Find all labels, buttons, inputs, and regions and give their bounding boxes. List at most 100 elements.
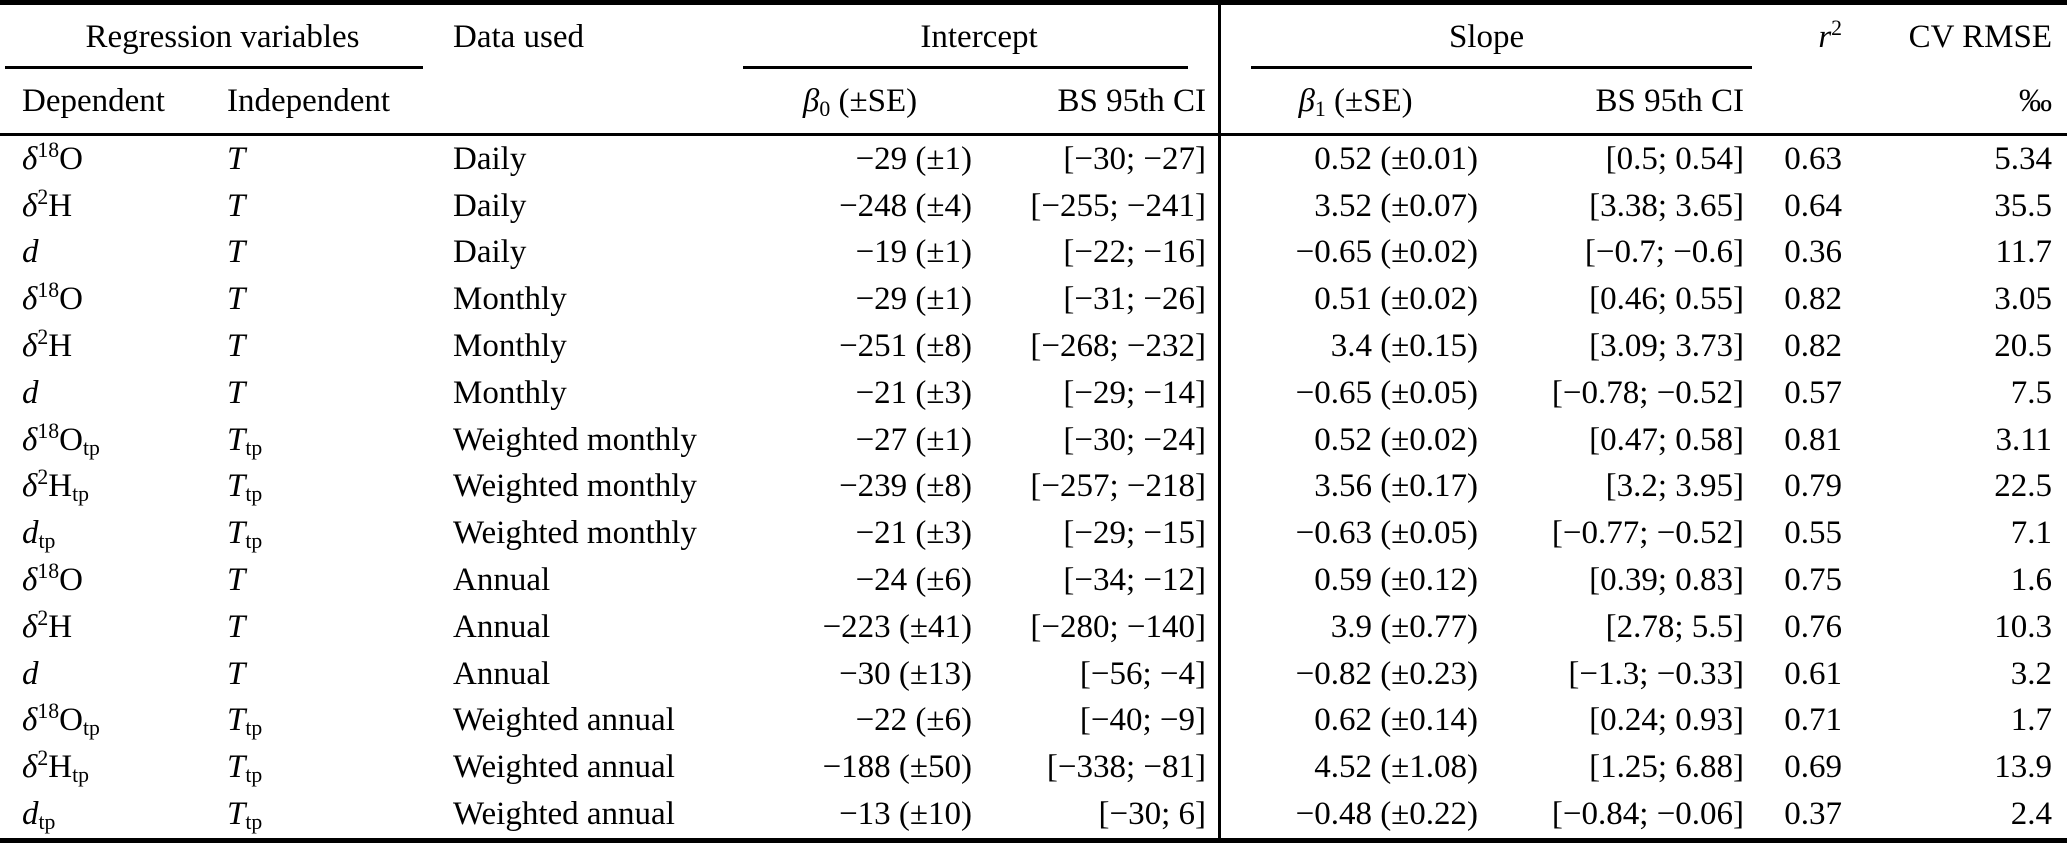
table-cell: 2.4: [2010, 796, 2053, 833]
table-cell: −0.65 (±0.02): [1218, 229, 1490, 277]
table-cell: −27 (±1): [855, 421, 973, 458]
table-cell: 0.36: [1784, 234, 1843, 271]
table-cell: 7.1: [2010, 515, 2053, 552]
table-cell: [−0.77; −0.52]: [1551, 515, 1745, 552]
table-cell: T: [227, 608, 246, 645]
table-cell: 3.56 (±0.17): [1218, 463, 1490, 511]
header-sub-row: Dependent Independent β0 (±SE) BS 95th C…: [0, 69, 2067, 136]
table-body: δ18O T Daily −29 (±1) [−30; −27] 0.52 (±0.01)…: [0, 136, 2067, 838]
table-cell: 13.9: [1994, 749, 2053, 786]
table-cell: [−1.3; −0.33]: [1568, 655, 1745, 692]
table-cell: Weighted annual: [453, 796, 675, 833]
table-cell: [0.24; 0.93]: [1589, 702, 1745, 739]
header-bs-ci-intercept: BS 95th CI: [980, 69, 1219, 136]
table-cell: Ttp: [227, 796, 263, 834]
table-cell: 0.52 (±0.02): [1218, 416, 1490, 464]
table-cell: Ttp: [227, 468, 263, 507]
table-header: Regression variables Data used Intercept…: [0, 5, 2067, 136]
table-cell: −30 (±13): [839, 655, 973, 692]
table-cell: −251 (±8): [839, 328, 973, 365]
table-cell: T: [227, 140, 246, 177]
table-cell: [−30; 6]: [1098, 796, 1207, 833]
table-cell: −29 (±1): [855, 281, 973, 318]
table-cell: [3.38; 3.65]: [1589, 187, 1745, 224]
table-cell: Annual: [453, 655, 551, 692]
table-cell: 3.4 (±0.15): [1218, 323, 1490, 370]
table-cell: Monthly: [453, 374, 567, 411]
table-cell: 0.82: [1784, 328, 1843, 365]
table-cell: 7.5: [2010, 374, 2053, 411]
table-cell: −13 (±10): [839, 796, 973, 833]
table-cell: Ttp: [227, 421, 263, 460]
table-cell: [0.5; 0.54]: [1605, 140, 1745, 177]
table-cell: [−257; −218]: [1030, 468, 1207, 505]
table-cell: [−34; −12]: [1063, 562, 1207, 599]
table-row: δ2H T Daily −248 (±4) [−255; −241] 3.52 (±0.0…: [0, 182, 2067, 230]
table-cell: −22 (±6): [855, 702, 973, 739]
table-cell: 10.3: [1994, 608, 2053, 645]
header-r-squared: r2: [1818, 15, 1843, 55]
table-cell: 0.71: [1784, 702, 1843, 739]
table-row: δ2H T Monthly −251 (±8) [−268; −232] 3.4 (±0.…: [0, 323, 2067, 370]
table-cell: Ttp: [227, 515, 263, 554]
table-cell: 0.52 (±0.01): [1218, 136, 1490, 183]
table-cell: 3.52 (±0.07): [1218, 182, 1490, 230]
header-dependent: Dependent: [0, 69, 225, 136]
table-cell: d: [22, 655, 39, 692]
table-cell: d: [22, 374, 39, 411]
table-cell: [0.39; 0.83]: [1589, 562, 1745, 599]
table-cell: 4.52 (±1.08): [1218, 744, 1490, 792]
table-cell: T: [227, 655, 246, 692]
table-cell: 3.2: [2010, 655, 2053, 692]
table-cell: 0.75: [1784, 562, 1843, 599]
table-cell: 0.76: [1784, 608, 1843, 645]
table-cell: 0.37: [1784, 796, 1843, 833]
table-cell: δ2H: [22, 605, 73, 645]
table-cell: Weighted monthly: [453, 468, 697, 505]
table-cell: T: [227, 187, 246, 224]
table-cell: 11.7: [1995, 234, 2053, 271]
table-cell: 5.34: [1994, 140, 2053, 177]
table-row: δ18Otp Ttp Weighted annual −22 (±6) [−40; −9…: [0, 697, 2067, 745]
table-cell: Annual: [453, 608, 551, 645]
table-cell: −239 (±8): [839, 468, 973, 505]
table-cell: Daily: [453, 187, 527, 224]
table-cell: [1.25; 6.88]: [1589, 749, 1745, 786]
header-regression-variables: Regression variables: [0, 5, 445, 69]
table-row: δ18O T Annual −24 (±6) [−34; −12] 0.59 (±0.12…: [0, 557, 2067, 604]
header-group-row: Regression variables Data used Intercept…: [0, 5, 2067, 69]
table-cell: [−40; −9]: [1079, 702, 1207, 739]
table-row: δ2H T Annual −223 (±41) [−280; −140] 3.9 (±0.…: [0, 603, 2067, 651]
table-cell: 0.82: [1784, 281, 1843, 318]
table-cell: −21 (±3): [855, 374, 973, 411]
table-cell: Weighted monthly: [453, 515, 697, 552]
table-cell: Daily: [453, 234, 527, 271]
table-row: d T Monthly −21 (±3) [−29; −14] −0.65 (±0.05)…: [0, 369, 2067, 417]
table-cell: 22.5: [1994, 468, 2053, 505]
table-cell: T: [227, 234, 246, 271]
table-cell: δ18O: [22, 278, 83, 318]
table-cell: δ18O: [22, 559, 83, 599]
header-cv-rmse: CV RMSE: [1908, 18, 2053, 55]
table-cell: [−29; −14]: [1063, 374, 1207, 411]
table-cell: T: [227, 562, 246, 599]
table-cell: [−29; −15]: [1063, 515, 1207, 552]
table-cell: Ttp: [227, 702, 263, 741]
table-cell: Weighted annual: [453, 749, 675, 786]
table-cell: δ2Htp: [22, 465, 90, 507]
table-cell: Weighted monthly: [453, 421, 697, 458]
header-data-used: Data used: [453, 18, 585, 55]
table-cell: [−30; −24]: [1063, 421, 1207, 458]
table-cell: 3.05: [1994, 281, 2053, 318]
table-cell: −24 (±6): [855, 562, 973, 599]
header-intercept-group: Intercept: [740, 5, 1218, 69]
table-cell: −29 (±1): [855, 140, 973, 177]
table-cell: 35.5: [1994, 187, 2053, 224]
table-cell: T: [227, 328, 246, 365]
table-cell: δ18Otp: [22, 699, 100, 741]
table-cell: 0.61: [1784, 655, 1843, 692]
table-cell: −19 (±1): [855, 234, 973, 271]
table-row: δ18Otp Ttp Weighted monthly −27 (±1) [−30; −…: [0, 416, 2067, 464]
table-cell: 3.9 (±0.77): [1218, 603, 1490, 651]
